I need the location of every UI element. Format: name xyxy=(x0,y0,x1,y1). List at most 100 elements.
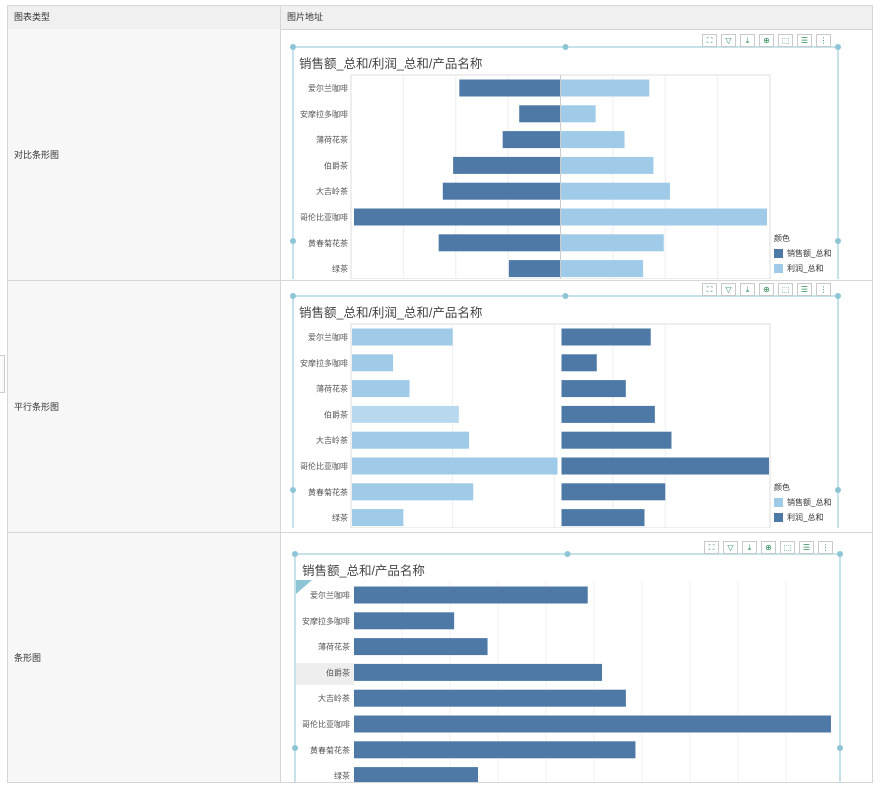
category-label: 伯爵茶 xyxy=(326,667,350,677)
single-bar-chart[interactable]: 爱尔兰咖啡 安摩拉多咖啡 薄荷花茶 伯爵茶 大吉岭茶 哥伦比亚咖啡 黄春菊花茶 绿茶 销售额_总… xyxy=(286,536,846,785)
filter-icon[interactable]: ▽ xyxy=(723,541,738,554)
category-label: 大吉岭茶 xyxy=(318,693,350,703)
category-label: 爱尔兰咖啡 xyxy=(310,590,350,600)
parallel-bar-chart[interactable]: 爱尔兰咖啡 安摩拉多咖啡 薄荷花茶 伯爵茶 大吉岭茶 哥伦比亚咖啡 黄春菊花茶 绿茶 销售额_总… xyxy=(286,282,846,529)
side-collapse-handle[interactable] xyxy=(0,355,5,393)
chart-type-label: 对比条形图 xyxy=(8,29,281,280)
table-row: 平行条形图 xyxy=(8,281,872,533)
filter-icon[interactable]: ▽ xyxy=(721,283,736,296)
corner-flag xyxy=(296,580,312,594)
chart-toolbar: ⛶ ▽ ⤓ ⊕ ⬚ ☰ ⋮ xyxy=(702,34,831,47)
bar-profit xyxy=(561,431,672,449)
category-label: 伯爵茶 xyxy=(324,160,348,170)
diverging-bar-chart[interactable]: 爱尔兰咖啡 安摩拉多咖啡 薄荷花茶 伯爵茶 大吉岭茶 哥伦比亚咖啡 黄春菊花茶 绿茶 销售额_总… xyxy=(286,33,846,280)
bar-sales xyxy=(354,663,603,681)
category-label: 薄荷花茶 xyxy=(316,384,348,394)
bar-profit xyxy=(561,457,769,475)
header-chart-type: 图表类型 xyxy=(8,6,281,29)
bar-profit xyxy=(561,405,655,423)
expand-icon[interactable]: ⛶ xyxy=(702,34,717,47)
category-label: 黄春菊花茶 xyxy=(308,487,348,497)
bar-sales xyxy=(354,689,626,707)
legend-swatch xyxy=(774,264,783,273)
zoom-in-icon[interactable]: ⊕ xyxy=(759,283,774,296)
category-label: 哥伦比亚咖啡 xyxy=(300,212,348,222)
export-icon[interactable]: ⤓ xyxy=(740,283,755,296)
resize-handle xyxy=(292,745,298,751)
resize-handle xyxy=(837,551,843,557)
more-icon[interactable]: ⋮ xyxy=(818,541,833,554)
bar-sales xyxy=(354,638,488,656)
bar-sales xyxy=(459,79,561,97)
list-icon[interactable]: ☰ xyxy=(799,541,814,554)
select-icon[interactable]: ⬚ xyxy=(778,283,793,296)
bar-sales xyxy=(354,612,455,630)
chart-title: 销售额_总和/利润_总和/产品名称 xyxy=(299,306,483,320)
chart-title: 销售额_总和/利润_总和/产品名称 xyxy=(299,57,483,71)
bar-sales xyxy=(354,586,588,604)
expand-icon[interactable]: ⛶ xyxy=(702,283,717,296)
category-label: 爱尔兰咖啡 xyxy=(308,83,348,93)
chart-toolbar: ⛶ ▽ ⤓ ⊕ ⬚ ☰ ⋮ xyxy=(702,283,831,296)
category-label: 绿茶 xyxy=(334,771,350,781)
select-icon[interactable]: ⬚ xyxy=(778,34,793,47)
legend-item: 销售额_总和 xyxy=(774,248,831,259)
chart-legend: 颜色销售额_总和利润_总和 xyxy=(774,233,831,274)
bar-profit xyxy=(560,260,644,278)
category-label: 大吉岭茶 xyxy=(316,186,348,196)
bar-sales xyxy=(438,234,561,252)
chart-title: 销售额_总和/产品名称 xyxy=(302,564,425,578)
list-icon[interactable]: ☰ xyxy=(797,283,812,296)
resize-handle xyxy=(835,487,841,493)
legend-item: 利润_总和 xyxy=(774,263,831,274)
resize-handle xyxy=(835,238,841,244)
bar-profit xyxy=(560,105,596,123)
more-icon[interactable]: ⋮ xyxy=(816,283,831,296)
bar-sales xyxy=(352,509,404,527)
bar-sales xyxy=(354,715,831,733)
legend-label: 利润_总和 xyxy=(787,513,824,522)
bar-sales xyxy=(352,354,394,372)
zoom-in-icon[interactable]: ⊕ xyxy=(759,34,774,47)
category-label: 绿茶 xyxy=(332,264,348,274)
zoom-in-icon[interactable]: ⊕ xyxy=(761,541,776,554)
category-label: 哥伦比亚咖啡 xyxy=(300,461,348,471)
legend-label: 销售额_总和 xyxy=(787,249,832,258)
category-label: 大吉岭茶 xyxy=(316,435,348,445)
legend-title: 颜色 xyxy=(774,483,790,492)
chart-type-label: 条形图 xyxy=(8,533,281,782)
bar-sales xyxy=(453,156,561,174)
resize-handle xyxy=(290,238,296,244)
bar-sales xyxy=(508,260,561,278)
bar-profit xyxy=(560,131,625,149)
filter-icon[interactable]: ▽ xyxy=(721,34,736,47)
more-icon[interactable]: ⋮ xyxy=(816,34,831,47)
select-icon[interactable]: ⬚ xyxy=(780,541,795,554)
legend-title: 颜色 xyxy=(774,234,790,243)
chart-type-label: 平行条形图 xyxy=(8,281,281,532)
resize-handle xyxy=(292,551,298,557)
category-label: 伯爵茶 xyxy=(324,409,348,419)
category-label: 哥伦比亚咖啡 xyxy=(302,719,350,729)
legend-label: 销售额_总和 xyxy=(787,498,832,507)
category-label: 黄春菊花茶 xyxy=(308,238,348,248)
bar-sales xyxy=(352,483,474,501)
bar-profit xyxy=(561,483,666,501)
bar-sales xyxy=(352,405,459,423)
expand-icon[interactable]: ⛶ xyxy=(704,541,719,554)
table-row: 对比条形图 xyxy=(8,29,872,281)
bar-profit xyxy=(560,182,670,200)
list-icon[interactable]: ☰ xyxy=(797,34,812,47)
bar-sales xyxy=(352,457,558,475)
category-label: 黄春菊花茶 xyxy=(310,745,350,755)
resize-handle xyxy=(835,293,841,299)
bar-sales xyxy=(502,131,561,149)
bar-sales xyxy=(354,741,636,759)
export-icon[interactable]: ⤓ xyxy=(740,34,755,47)
resize-handle xyxy=(835,44,841,50)
category-label: 安摩拉多咖啡 xyxy=(300,358,348,368)
export-icon[interactable]: ⤓ xyxy=(742,541,757,554)
chart-toolbar: ⛶ ▽ ⤓ ⊕ ⬚ ☰ ⋮ xyxy=(704,541,833,554)
